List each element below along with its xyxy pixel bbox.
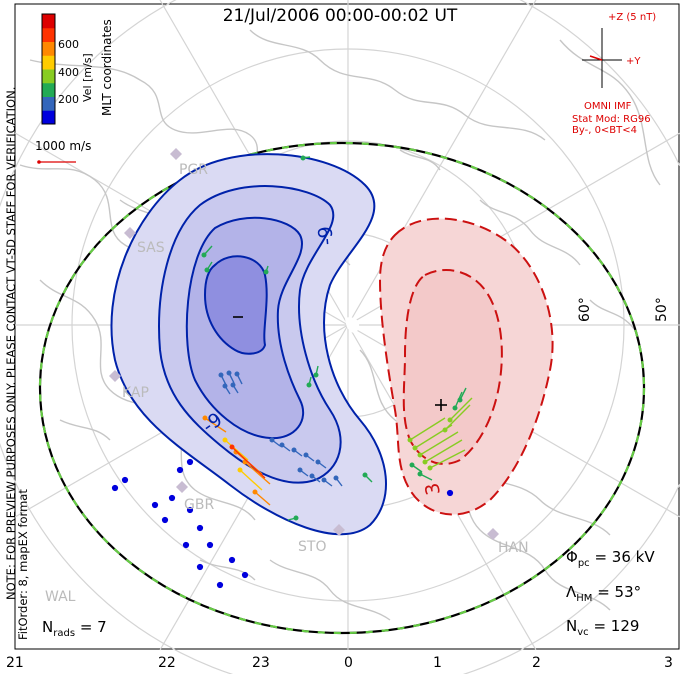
mlt-tick-23: 23 (252, 655, 270, 671)
latitude-label-50: 50° (654, 297, 670, 322)
mlt-tick-3: 3 (664, 655, 673, 671)
pole-gap (345, 317, 360, 333)
colorbar-segment (42, 96, 55, 111)
colorbar-segment (42, 27, 55, 42)
station-label-han: HAN (498, 540, 529, 556)
colorbar-segment (42, 110, 55, 125)
mlt-tick-0: 0 (344, 655, 353, 671)
positive-potential-cell (378, 217, 554, 516)
colorbar-border (41, 13, 56, 125)
station-label-kap: KAP (122, 385, 149, 401)
mlt-tick-22: 22 (158, 655, 176, 671)
latitude-label-60: 60° (577, 297, 593, 322)
imf-y-label: +Y (626, 56, 641, 67)
hm-latitude: ΛHM = 53° (566, 583, 642, 604)
radar-count: Nrads = 7 (42, 618, 107, 639)
colorbar-tick-600: 600 (58, 38, 79, 51)
colorbar-tick-400: 400 (58, 66, 79, 79)
scale-vector-label: 1000 m/s (35, 139, 92, 153)
vector-count: Nvc = 129 (566, 617, 640, 638)
velocity-vectors (111, 155, 473, 589)
colorbar-axis-label: Vel [m/s] (81, 53, 94, 102)
colorbar-segment (42, 14, 55, 29)
fit-order-note: FitOrder: 8, mapEX format (16, 489, 30, 640)
max-marker (435, 399, 447, 411)
imf-condition: By-, 0<BT<4 (572, 125, 638, 136)
colorbar-segment (42, 55, 55, 70)
colorbar-segment (42, 82, 55, 97)
radar-station-markers (109, 148, 499, 540)
station-label-pgr: PGR (179, 162, 209, 178)
station-label-wal: WAL (45, 589, 76, 605)
imf-z-label: +Z (5 nT) (608, 12, 657, 23)
mlt-tick-2: 2 (532, 655, 541, 671)
mlt-tick-1: 1 (433, 655, 442, 671)
stat-model: Stat Mod: RG96 (572, 114, 651, 125)
station-label-sas: SAS (137, 240, 165, 256)
colorbar-segment (42, 41, 55, 56)
negative-potential-cell (110, 153, 387, 536)
map-title: 21/Jul/2006 00:00-00:02 UT (222, 6, 458, 26)
station-label-gbr: GBR (184, 497, 215, 513)
colorbar-segment (42, 69, 55, 84)
mlt-tick-21: 21 (6, 655, 24, 671)
cross-polar-potential: Φpc = 36 kV (566, 548, 655, 569)
scale-vector-origin (37, 160, 41, 164)
imf-source: OMNI IMF (584, 101, 632, 112)
coordinate-system-label: MLT coordinates (100, 19, 114, 116)
colorbar-tick-200: 200 (58, 93, 79, 106)
velocity-colorbar (41, 13, 56, 125)
imf-clock (582, 28, 622, 88)
hm-boundary (38, 141, 646, 635)
contour-label-negative: -9 (314, 225, 338, 246)
station-label-sto: STO (298, 539, 327, 555)
